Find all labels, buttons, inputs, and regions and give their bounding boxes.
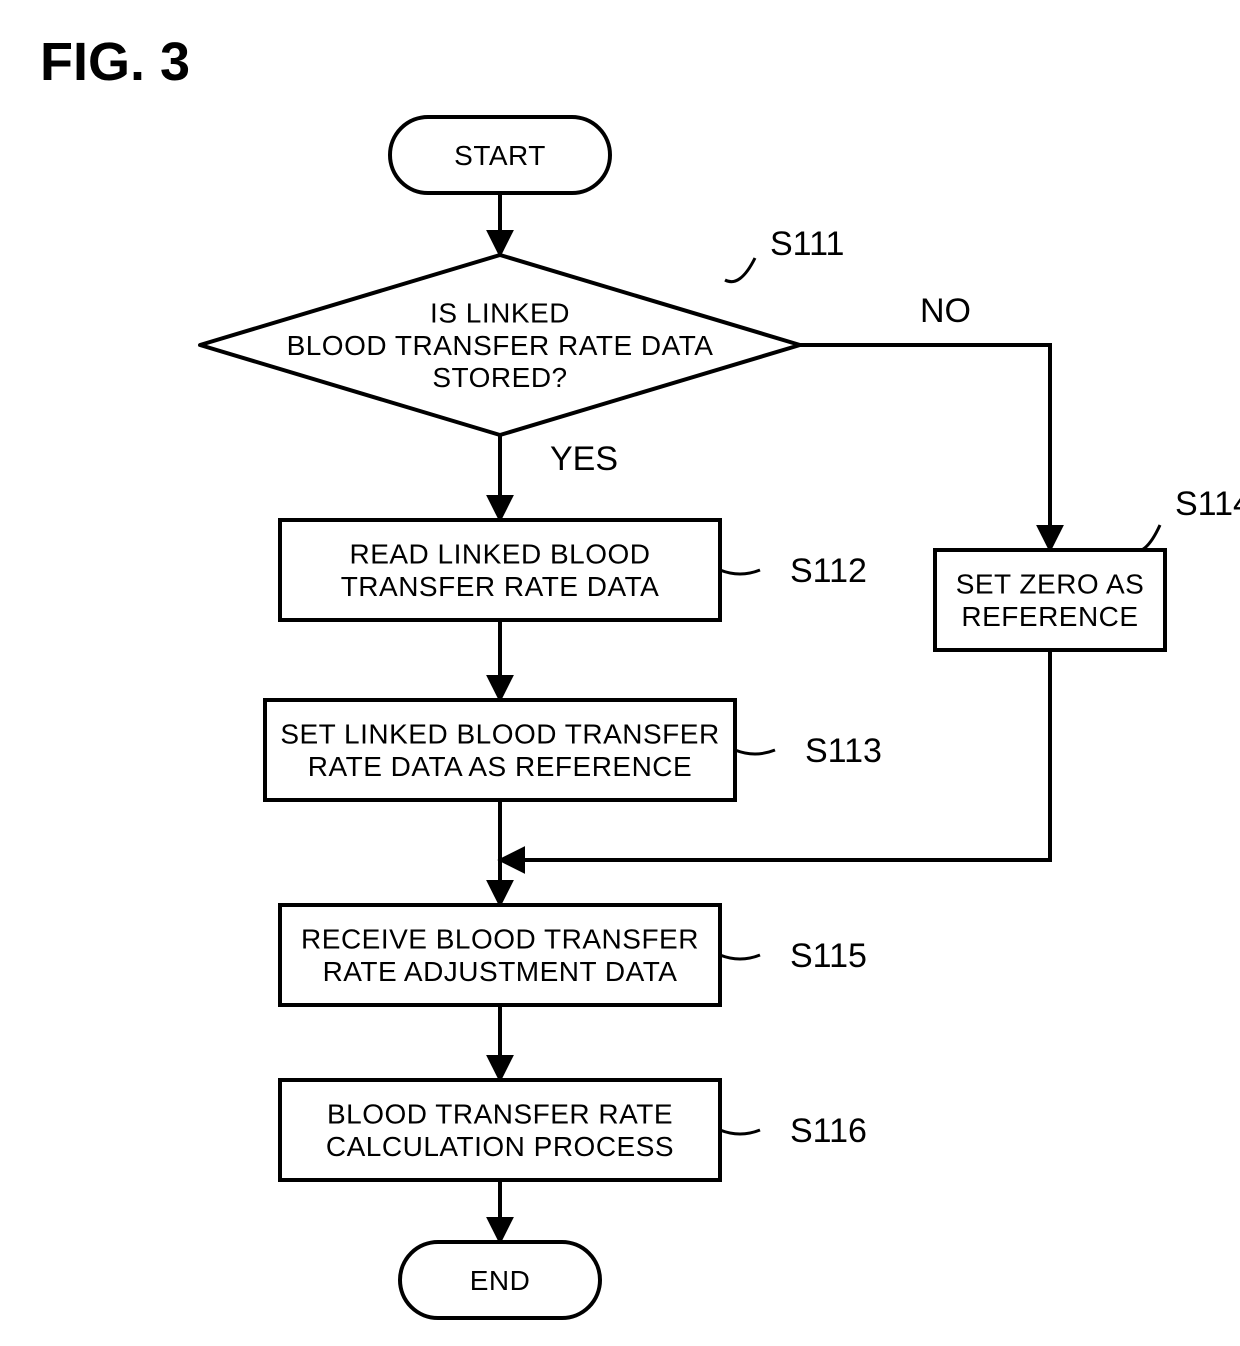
step-label: S112: [790, 552, 867, 590]
edge-label: YES: [550, 440, 618, 478]
node-text: BLOOD TRANSFER RATE: [327, 1099, 673, 1130]
label-leader: [735, 750, 775, 754]
label-leader: [1130, 525, 1160, 552]
node-text: CALCULATION PROCESS: [326, 1131, 674, 1162]
node-s114: SET ZERO ASREFERENCE: [935, 550, 1165, 650]
node-text: IS LINKED: [430, 298, 570, 329]
label-leader: [720, 955, 760, 959]
node-text: REFERENCE: [961, 601, 1138, 632]
flowchart-canvas: FIG. 3YESNOSTARTIS LINKEDBLOOD TRANSFER …: [0, 0, 1240, 1346]
label-leader: [720, 1130, 760, 1134]
label-leader: [725, 258, 755, 282]
node-text: RATE DATA AS REFERENCE: [308, 751, 692, 782]
step-label: S115: [790, 937, 867, 975]
node-text: SET ZERO AS: [956, 569, 1145, 600]
node-text: END: [470, 1265, 531, 1296]
node-end: END: [400, 1242, 600, 1318]
label-leader: [720, 570, 760, 574]
node-s115: RECEIVE BLOOD TRANSFERRATE ADJUSTMENT DA…: [280, 905, 720, 1005]
step-label: S114: [1175, 485, 1240, 523]
node-text: RATE ADJUSTMENT DATA: [323, 956, 678, 987]
step-label: S113: [805, 732, 882, 770]
node-start: START: [390, 117, 610, 193]
edge-label: NO: [920, 292, 971, 330]
node-text: SET LINKED BLOOD TRANSFER: [280, 719, 719, 750]
node-s113: SET LINKED BLOOD TRANSFERRATE DATA AS RE…: [265, 700, 735, 800]
node-text: START: [454, 140, 546, 171]
node-text: BLOOD TRANSFER RATE DATA: [287, 330, 714, 361]
node-text: STORED?: [432, 362, 567, 393]
step-label: S111: [770, 225, 844, 263]
node-text: RECEIVE BLOOD TRANSFER: [301, 924, 699, 955]
node-text: READ LINKED BLOOD: [349, 539, 650, 570]
node-text: TRANSFER RATE DATA: [341, 571, 660, 602]
node-s116: BLOOD TRANSFER RATECALCULATION PROCESS: [280, 1080, 720, 1180]
step-label: S116: [790, 1112, 867, 1150]
edge: [800, 345, 1050, 550]
node-decision: IS LINKEDBLOOD TRANSFER RATE DATASTORED?: [200, 255, 800, 435]
figure-label: FIG. 3: [40, 32, 190, 92]
node-s112: READ LINKED BLOODTRANSFER RATE DATA: [280, 520, 720, 620]
